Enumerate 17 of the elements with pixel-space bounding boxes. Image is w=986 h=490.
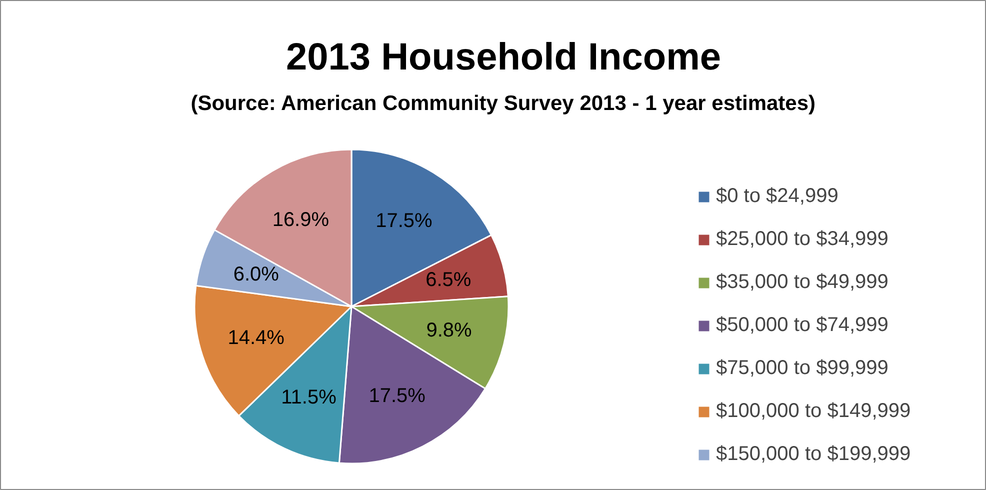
data-label: 17.5% (368, 385, 426, 408)
legend-label: $25,000 to $34,999 (716, 228, 888, 251)
legend-label: $150,000 to $199,999 (716, 443, 911, 466)
legend-label: $35,000 to $49,999 (716, 271, 888, 294)
legend-label: $75,000 to $99,999 (716, 357, 888, 380)
legend-label: $100,000 to $149,999 (716, 400, 911, 423)
chart-subtitle: (Source: American Community Survey 2013 - 1 year estimates) (190, 92, 816, 115)
data-label: 17.5% (376, 210, 433, 232)
data-label: 11.5% (281, 386, 337, 408)
data-label: 9.8% (426, 320, 472, 342)
data-label: 6.5% (426, 268, 472, 291)
data-label: 6.0% (233, 264, 280, 286)
data-label: 14.4% (228, 326, 285, 349)
data-label: 16.9% (272, 208, 330, 231)
legend-label: $50,000 to $74,999 (716, 314, 888, 337)
chart-title: 2013 Household Income (286, 36, 722, 78)
legend-label: $0 to $24,999 (716, 185, 838, 208)
